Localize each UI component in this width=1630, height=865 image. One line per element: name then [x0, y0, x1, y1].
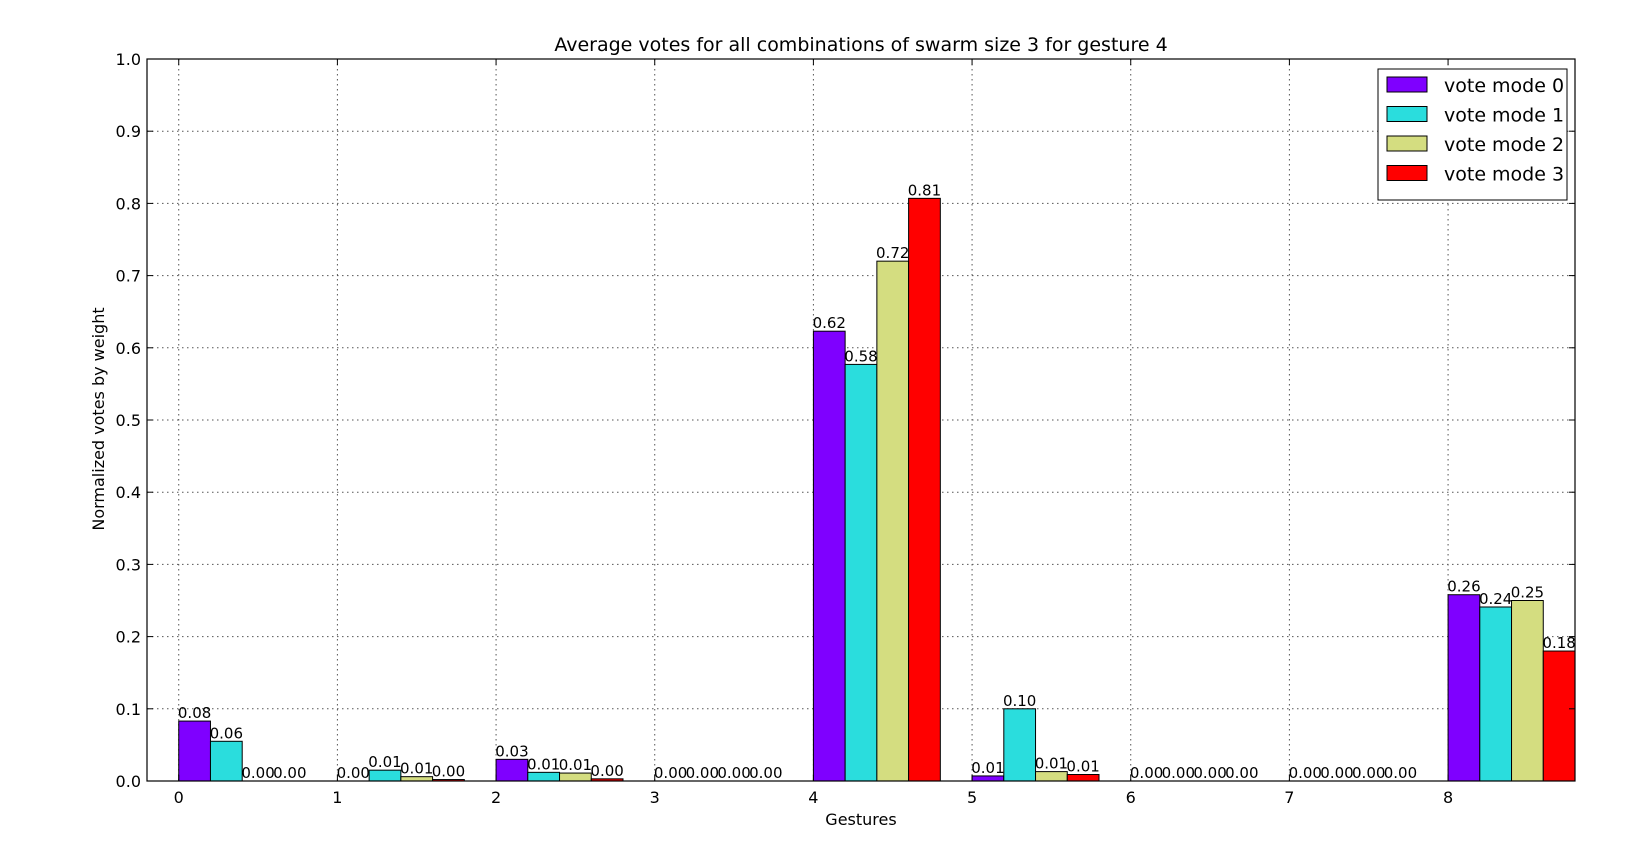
data-label: 0.00	[1384, 764, 1417, 782]
x-tick-label: 6	[1126, 788, 1136, 807]
data-label: 0.24	[1479, 590, 1512, 608]
x-tick-label: 8	[1443, 788, 1453, 807]
y-tick-label: 0.9	[116, 122, 141, 141]
bar-vote-mode-3-gesture-4	[908, 197, 941, 782]
legend: vote mode 0 vote mode 1 vote mode 2 vote mo…	[1377, 68, 1568, 201]
legend-swatch	[1386, 135, 1428, 152]
bar-vote-mode-1-gesture-2	[527, 771, 561, 782]
bar-vote-mode-0-gesture-8	[1447, 594, 1481, 782]
data-label: 0.00	[686, 764, 719, 782]
legend-swatch	[1386, 76, 1428, 93]
y-tick-label: 0.7	[116, 267, 141, 286]
legend-label: vote mode 2	[1444, 134, 1564, 156]
data-label: 0.00	[1289, 764, 1322, 782]
data-label: 0.00	[337, 764, 370, 782]
data-label: 0.00	[1320, 764, 1353, 782]
x-tick-label: 0	[174, 788, 184, 807]
data-label: 0.03	[495, 742, 528, 760]
y-axis-label: Normalized votes by weight	[89, 307, 108, 530]
bar-vote-mode-1-gesture-5	[1003, 708, 1037, 782]
data-label: 0.00	[590, 762, 623, 780]
y-tick-label: 0.4	[116, 483, 141, 502]
x-tick-label: 1	[332, 788, 342, 807]
data-label: 0.01	[1035, 755, 1068, 773]
data-label: 0.00	[273, 764, 306, 782]
data-label: 0.25	[1511, 584, 1544, 602]
x-tick-label: 3	[650, 788, 660, 807]
x-tick-label: 7	[1284, 788, 1294, 807]
y-tick-label: 0.0	[116, 772, 141, 791]
x-tick-label: 4	[808, 788, 818, 807]
ticks: 0.0 0.1 0.2 0.3 0.4 0.5 0.6 0.7 0.8 0.9 1.0 0 1 2 3 4 5 6…	[116, 50, 1575, 807]
data-label: 0.01	[368, 753, 401, 771]
data-label: 0.01	[971, 759, 1004, 777]
bar-vote-mode-1-gesture-0	[209, 740, 243, 782]
data-label: 0.06	[210, 724, 243, 742]
data-label: 0.00	[1130, 764, 1163, 782]
bar-vote-mode-2-gesture-2	[559, 772, 592, 782]
bar-vote-mode-3-gesture-8	[1542, 650, 1576, 782]
data-label: 0.01	[1066, 758, 1099, 776]
data-label: 0.00	[241, 764, 274, 782]
data-label: 0.00	[749, 764, 782, 782]
data-label: 0.01	[527, 755, 560, 773]
bars	[178, 197, 1576, 782]
bar-vote-mode-0-gesture-2	[495, 758, 529, 782]
x-tick-label: 5	[967, 788, 977, 807]
y-tick-label: 0.2	[116, 628, 141, 647]
data-label: 0.08	[178, 704, 211, 722]
data-label: 0.72	[876, 244, 909, 262]
legend-label: vote mode 3	[1444, 164, 1564, 186]
data-label: 0.00	[654, 764, 687, 782]
data-label: 0.00	[432, 763, 465, 781]
legend-label: vote mode 0	[1444, 75, 1564, 97]
x-axis-label: Gestures	[825, 810, 896, 829]
bar-vote-mode-1-gesture-4	[844, 363, 878, 782]
data-label: 0.00	[1162, 764, 1195, 782]
y-tick-label: 0.3	[116, 555, 141, 574]
bar-vote-mode-0-gesture-4	[812, 330, 846, 782]
data-label: 0.00	[717, 764, 750, 782]
x-tick-label: 2	[491, 788, 501, 807]
bar-vote-mode-1-gesture-8	[1479, 606, 1513, 782]
data-label: 0.62	[813, 314, 846, 332]
data-label: 0.81	[908, 181, 941, 199]
data-label: 0.26	[1447, 578, 1480, 596]
data-label: 0.58	[844, 347, 877, 365]
legend-swatch	[1386, 106, 1428, 122]
data-label: 0.00	[1193, 764, 1226, 782]
bar-vote-mode-2-gesture-8	[1511, 600, 1544, 782]
y-tick-label: 1.0	[116, 50, 141, 69]
bar-vote-mode-2-gesture-5	[1035, 771, 1068, 782]
data-labels: 0.080.000.030.000.620.01 0.00 0.000.260.06…	[178, 181, 1576, 782]
y-tick-label: 0.1	[116, 700, 141, 719]
data-label: 0.18	[1542, 634, 1575, 652]
bar-vote-mode-0-gesture-0	[178, 720, 211, 782]
y-tick-label: 0.6	[116, 339, 141, 358]
data-label: 0.01	[559, 756, 592, 774]
data-label: 0.00	[1225, 764, 1258, 782]
bar-vote-mode-1-gesture-1	[368, 769, 402, 782]
legend-swatch	[1386, 165, 1428, 181]
legend-label: vote mode 1	[1444, 105, 1564, 127]
data-label: 0.01	[400, 760, 433, 778]
y-tick-label: 0.5	[116, 411, 141, 430]
data-label: 0.10	[1003, 692, 1036, 710]
bar-vote-mode-2-gesture-4	[876, 260, 910, 782]
data-label: 0.00	[1352, 764, 1385, 782]
chart-title: Average votes for all combinations of sw…	[554, 34, 1167, 56]
y-tick-label: 0.8	[116, 194, 141, 213]
